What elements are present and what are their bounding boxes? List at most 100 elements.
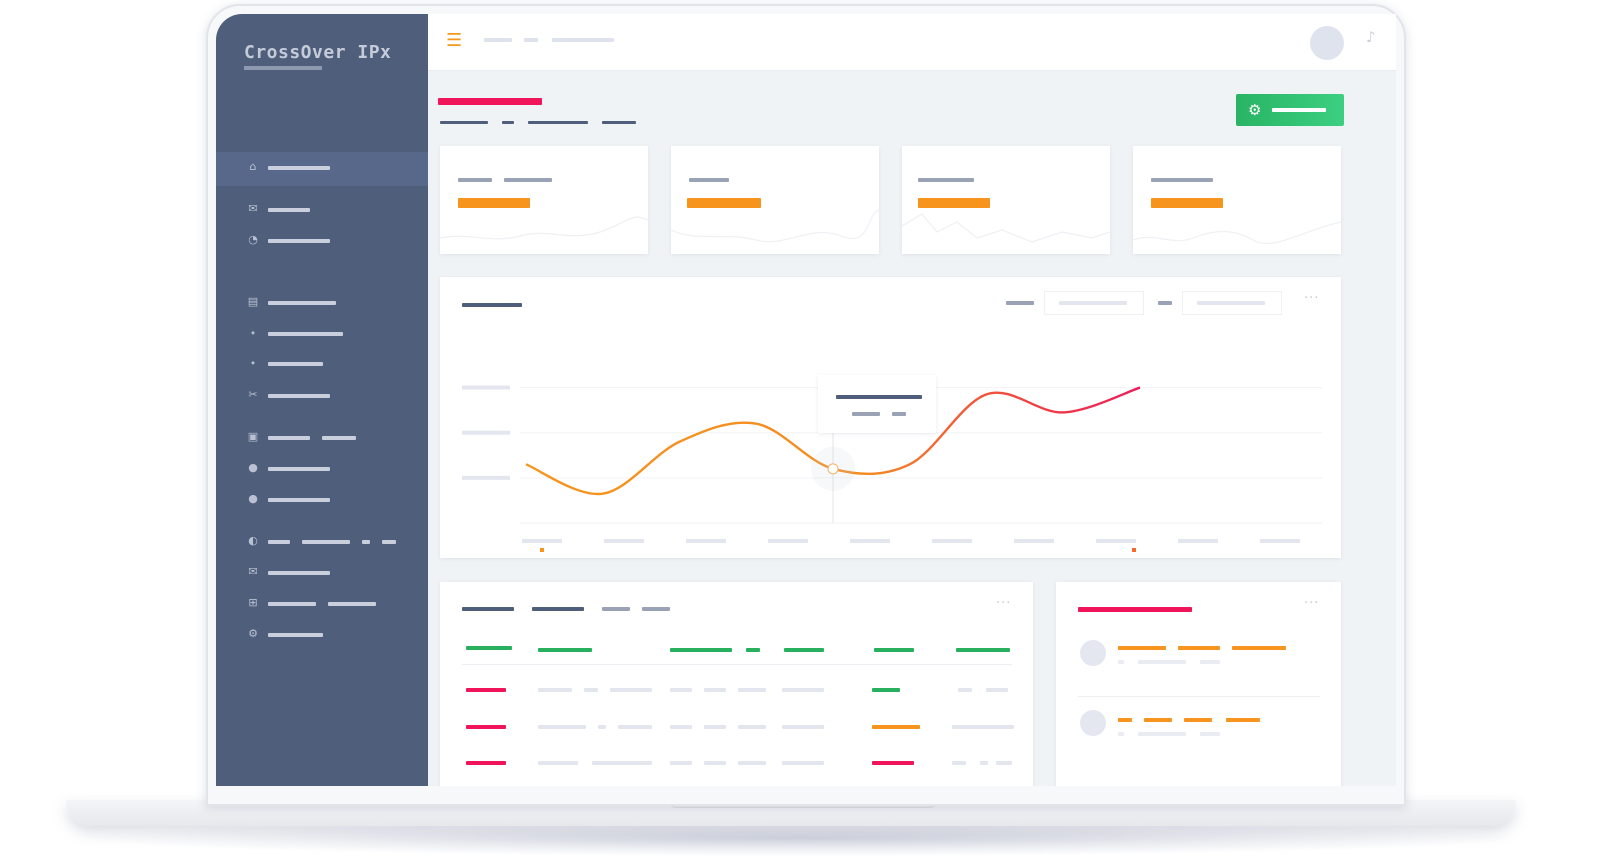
sidebar-item-label (362, 540, 370, 544)
column-header[interactable] (538, 648, 592, 652)
column-header[interactable] (874, 648, 914, 652)
sidebar-item-profile[interactable]: ● (216, 457, 428, 481)
user-icon: ● (248, 461, 258, 474)
sidebar-item-settings[interactable]: ⚙ (216, 623, 428, 647)
table-cell (704, 725, 726, 729)
table-cell (952, 725, 1014, 729)
chart-period-select[interactable] (1182, 291, 1282, 315)
sidebar-item-label (268, 166, 330, 170)
sidebar-item-messages[interactable]: ✉ (216, 198, 428, 222)
column-header[interactable] (746, 648, 760, 652)
table-cell (592, 761, 652, 765)
chart-filter-select[interactable] (1044, 291, 1144, 315)
stat-card[interactable] (1133, 146, 1341, 254)
breadcrumb-part[interactable] (552, 38, 614, 42)
stat-value (458, 198, 530, 208)
stat-card[interactable] (440, 146, 648, 254)
activity-text (1144, 718, 1172, 722)
brand-name: CrossOver IPx (244, 42, 392, 63)
activity-meta (1118, 660, 1124, 664)
chart-period-value (1197, 301, 1265, 305)
x-tick-label (686, 539, 726, 543)
sidebar-item-add[interactable]: ⊞ (216, 592, 428, 616)
status-badge (872, 688, 900, 692)
column-header[interactable] (670, 648, 732, 652)
tooltip-title (836, 395, 922, 399)
more-icon[interactable]: ··· (996, 596, 1012, 611)
activity-title (1078, 607, 1192, 612)
breadcrumb-part[interactable] (484, 38, 512, 42)
sidebar-item-label (268, 498, 330, 502)
top-bar: ☰ ♪ ▰ ✉ (428, 14, 1396, 71)
sidebar-item-mail[interactable]: ✉ (216, 561, 428, 585)
table-cell (584, 688, 598, 692)
sidebar-item-work[interactable]: ▣ (216, 426, 428, 450)
column-header[interactable] (466, 646, 512, 650)
more-icon[interactable]: ··· (1304, 291, 1320, 306)
bell-icon[interactable]: ♪ (1366, 28, 1376, 46)
sidebar-item-label (268, 436, 310, 440)
sidebar-item-label (302, 540, 350, 544)
table-cell (704, 761, 726, 765)
sidebar-item-label (268, 394, 330, 398)
table-cell (610, 688, 652, 692)
sidebar: CrossOver IPx ⌂ ✉ ◔ ▤ ⬩ ⬩ ✂ (216, 14, 428, 786)
settings-button[interactable]: ⚙ (1236, 94, 1344, 126)
activity-text (1226, 718, 1260, 722)
sparkline (902, 213, 1110, 243)
tab-label[interactable] (462, 607, 514, 611)
sparkline (671, 209, 879, 243)
row-id (466, 688, 506, 692)
more-icon[interactable]: ··· (1304, 596, 1320, 611)
tab-label[interactable] (602, 607, 630, 611)
activity-text (1184, 718, 1212, 722)
table-cell (598, 725, 606, 729)
stat-value (918, 198, 990, 208)
x-tick-label (768, 539, 808, 543)
gear-icon: ⚙ (1248, 101, 1262, 119)
avatar (1080, 710, 1106, 736)
table-cell (738, 761, 766, 765)
table-card: ··· (440, 582, 1033, 786)
chart-title (462, 303, 522, 307)
sidebar-item-analytics[interactable]: ◔ (216, 229, 428, 253)
sidebar-item-toggles[interactable]: ◐ (216, 530, 428, 554)
table-cell (670, 688, 692, 692)
stat-label (504, 178, 552, 182)
sidebar-item-tags[interactable]: ⬩ (216, 322, 428, 346)
column-header[interactable] (784, 648, 824, 652)
tab-label[interactable] (532, 607, 584, 611)
data-point[interactable] (827, 463, 839, 475)
hamburger-icon[interactable]: ☰ (446, 30, 463, 51)
x-axis-marker (1132, 548, 1136, 552)
stat-card[interactable] (671, 146, 879, 254)
table-divider (462, 664, 1012, 665)
page-subtitle-part (440, 121, 488, 124)
table-cell (538, 761, 578, 765)
table-cell (958, 688, 972, 692)
sidebar-item-home[interactable]: ⌂ (216, 156, 428, 180)
sidebar-item-label (268, 332, 343, 336)
sidebar-item-tools[interactable]: ✂ (216, 384, 428, 408)
table-cell (996, 761, 1012, 765)
column-header[interactable] (956, 648, 1010, 652)
user-avatar[interactable] (1310, 26, 1344, 60)
sidebar-item-tag[interactable]: ⬩ (216, 352, 428, 376)
sidebar-item-label (268, 362, 323, 366)
tag-icon: ⬩ (251, 356, 255, 369)
sidebar-item-users[interactable]: ● (216, 488, 428, 512)
sidebar-item-archive[interactable]: ▤ (216, 291, 428, 315)
stat-value (687, 198, 761, 208)
table-cell (738, 688, 766, 692)
stat-card[interactable] (902, 146, 1110, 254)
stat-label (689, 178, 729, 182)
users-icon: ● (248, 492, 258, 505)
sidebar-item-label (322, 436, 356, 440)
gear-icon: ⚙ (248, 627, 258, 640)
plus-square-icon: ⊞ (248, 596, 258, 609)
tab-label[interactable] (642, 607, 670, 611)
chart-filter-value (1059, 301, 1127, 305)
breadcrumb-part (524, 38, 538, 42)
table-cell (980, 761, 988, 765)
status-badge (872, 725, 920, 729)
